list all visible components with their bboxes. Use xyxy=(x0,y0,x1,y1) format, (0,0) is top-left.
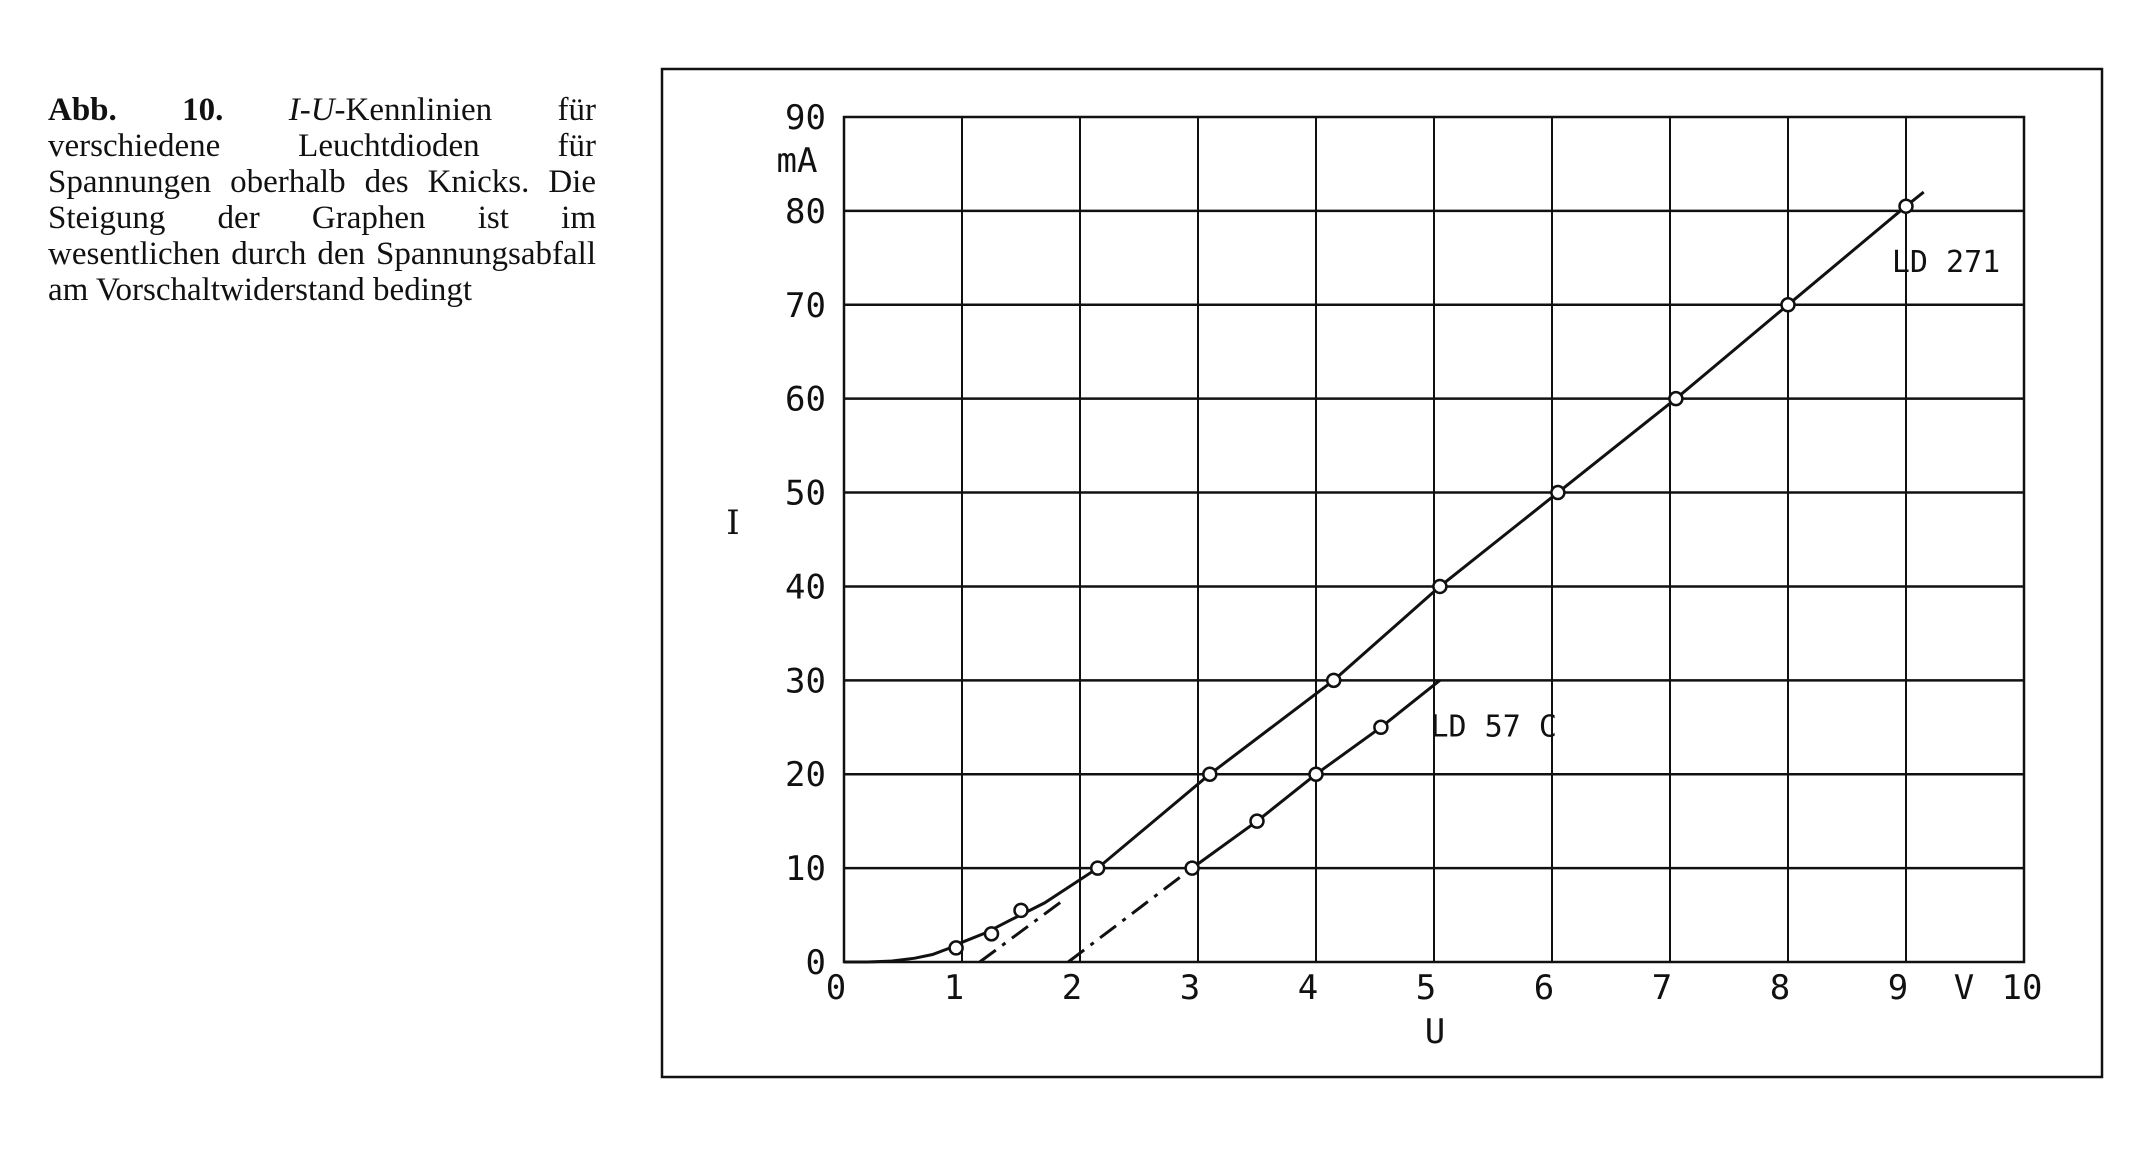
series-layer: LD 271 LD 57 C xyxy=(844,190,2000,964)
series-extrapolation xyxy=(1067,866,1194,964)
data-point xyxy=(1013,902,1029,919)
x-tick-label: 10 xyxy=(2002,968,2043,1008)
series-ld-271: LD 271 xyxy=(844,190,2000,964)
plot-area-border xyxy=(842,115,2026,964)
data-point xyxy=(1308,766,1324,782)
y-tick-label: 20 xyxy=(785,755,826,795)
figure-caption: Abb. 10. I-U-Kennlinien für verschiedene… xyxy=(48,92,596,308)
caption-italic: I-U- xyxy=(288,92,346,128)
tick-labels: 0 1 2 3 4 5 6 7 8 9 10 0 10 20 30 40 50 60 70 80 90 xyxy=(785,98,2042,1008)
data-point xyxy=(1780,297,1796,313)
data-point xyxy=(1249,813,1265,829)
series-ld-57-c: LD 57 C xyxy=(1067,679,1557,964)
y-tick-label: 30 xyxy=(785,661,826,701)
data-point xyxy=(1550,484,1566,501)
y-tick-label: 70 xyxy=(785,286,826,326)
data-point xyxy=(1898,198,1914,214)
x-tick-label: 5 xyxy=(1416,968,1436,1008)
x-tick-label: 2 xyxy=(1062,968,1082,1008)
y-tick-label: 0 xyxy=(806,943,826,983)
x-axis-unit: V xyxy=(1954,968,1974,1008)
grid xyxy=(842,115,2026,964)
x-tick-label: 4 xyxy=(1298,968,1318,1008)
data-point xyxy=(1373,719,1389,736)
x-tick-label: 0 xyxy=(826,968,846,1008)
y-tick-label: 90 xyxy=(785,98,826,138)
data-point xyxy=(948,940,964,956)
y-tick-label: 50 xyxy=(785,474,826,514)
data-point xyxy=(1432,578,1448,595)
series-line xyxy=(844,190,1925,964)
series-extrapolation xyxy=(978,899,1064,964)
x-tick-label: 1 xyxy=(944,968,964,1008)
y-axis-label: I xyxy=(726,503,739,543)
x-tick-label: 3 xyxy=(1180,968,1200,1008)
data-point xyxy=(983,926,1000,942)
y-tick-label: 60 xyxy=(785,380,826,420)
data-point xyxy=(1089,860,1106,876)
series-label: LD 271 xyxy=(1892,245,2000,280)
y-tick-label: 80 xyxy=(785,192,826,232)
data-point xyxy=(1325,672,1342,689)
x-tick-label: 8 xyxy=(1770,968,1790,1008)
data-point xyxy=(1184,860,1200,876)
chart-frame xyxy=(660,67,2104,1079)
y-axis-unit: mA xyxy=(777,141,818,181)
caption-label: Abb. 10. xyxy=(48,92,224,128)
y-tick-label: 10 xyxy=(785,849,826,889)
x-axis-label: U xyxy=(1425,1012,1445,1052)
data-point xyxy=(1202,766,1218,782)
y-tick-label: 40 xyxy=(785,567,826,607)
x-tick-label: 7 xyxy=(1652,968,1672,1008)
x-tick-label: 6 xyxy=(1534,968,1554,1008)
data-point xyxy=(1668,390,1684,407)
series-label: LD 57 C xyxy=(1430,710,1556,745)
caption-text: Kennlinien für verschiedene Leuchtdioden… xyxy=(48,92,596,308)
x-tick-label: 9 xyxy=(1888,968,1908,1008)
